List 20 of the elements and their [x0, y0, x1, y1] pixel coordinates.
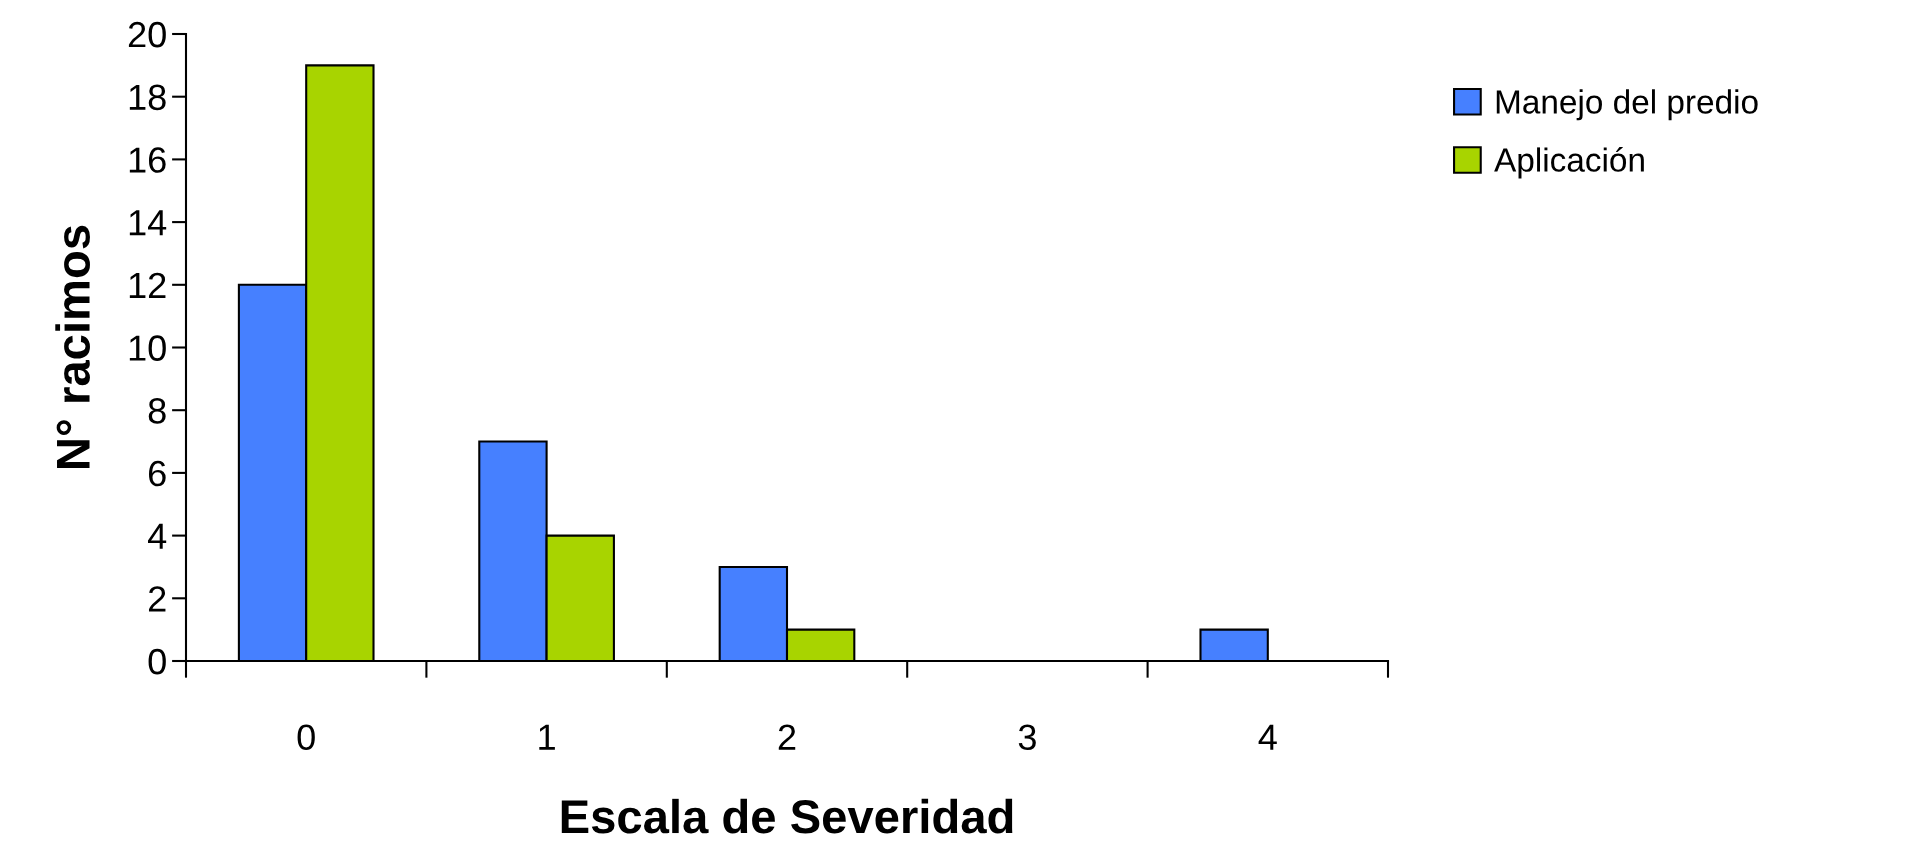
- legend-label: Aplicación: [1494, 147, 1644, 179]
- y-tick-label: 4: [148, 523, 167, 549]
- y-tick-label: 2: [148, 586, 166, 612]
- y-tick-label: 20: [128, 21, 166, 48]
- y-tick-label: 8: [148, 398, 166, 424]
- x-tick-label: 3: [1018, 724, 1036, 751]
- y-tick-label: 12: [129, 272, 166, 298]
- y-tick-label: 18: [129, 84, 166, 111]
- y-tick-label: 6: [149, 460, 166, 487]
- y-axis-title: N° racimos: [55, 225, 90, 468]
- x-axis-title: Escala de Severidad: [561, 798, 1013, 834]
- x-tick-label: 0: [297, 724, 315, 751]
- legend-label: Manejo del predio: [1496, 89, 1758, 121]
- x-tick-label: 2: [778, 724, 796, 750]
- y-tick-label: 0: [148, 648, 166, 675]
- x-tick-label: 4: [1258, 724, 1277, 750]
- y-tick-label: 10: [129, 335, 166, 361]
- y-tick-label: 16: [129, 147, 166, 173]
- y-tick-label: 14: [129, 210, 167, 236]
- x-tick-label: 1: [539, 724, 555, 750]
